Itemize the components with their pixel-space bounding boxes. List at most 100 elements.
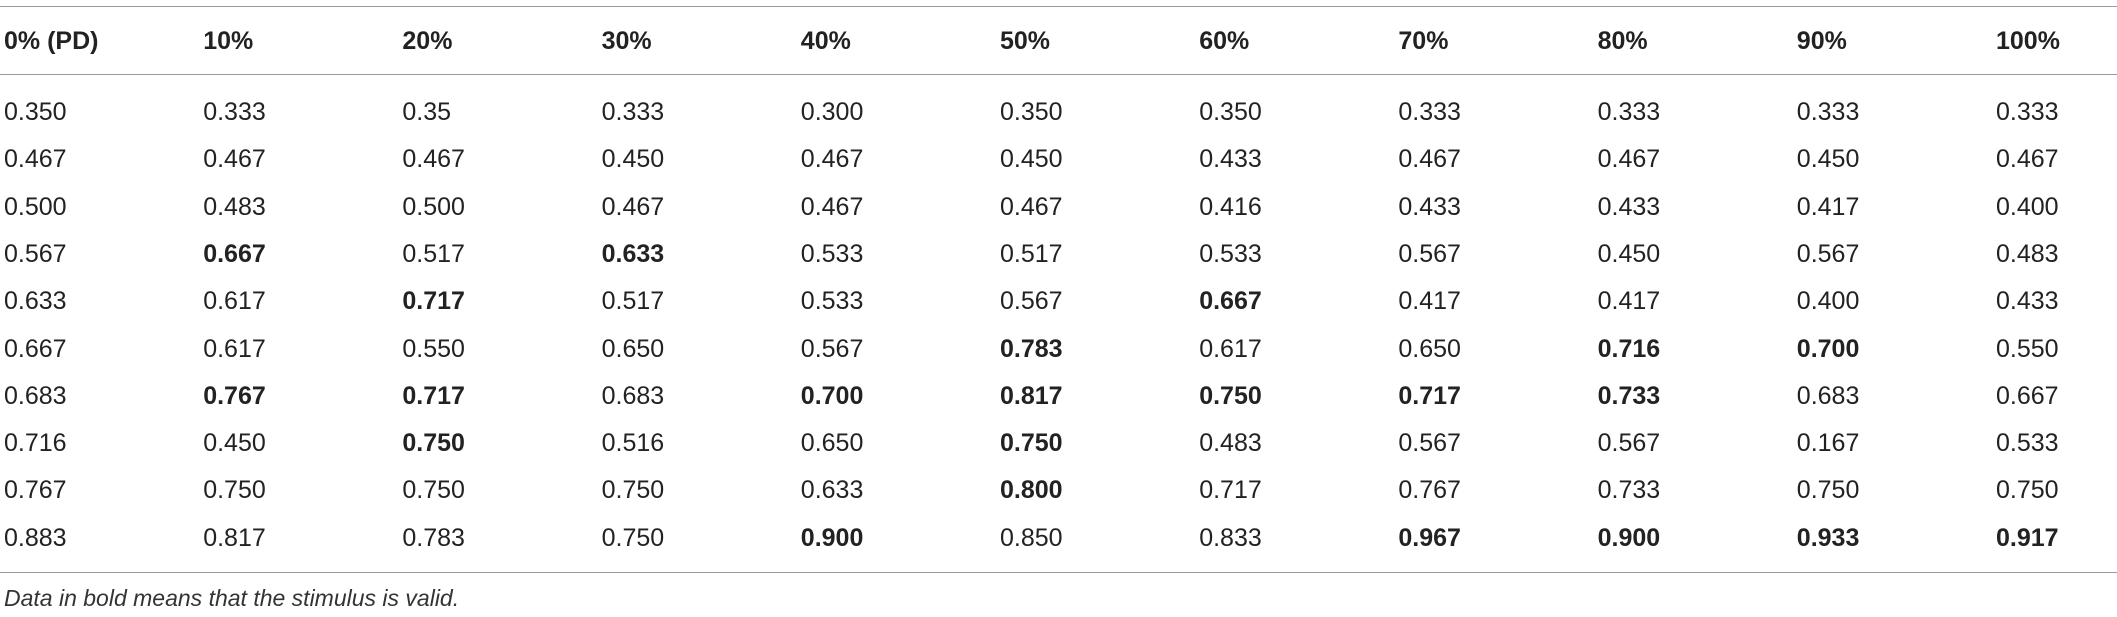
table-cell: 0.750 <box>1996 476 2059 505</box>
table-cell: 0.467 <box>203 145 266 174</box>
table-cell: 0.650 <box>601 334 665 363</box>
table-cell: 0.333 <box>1597 98 1661 126</box>
table-cell: 0.617 <box>203 287 266 316</box>
table-cell: 0.567 <box>1398 429 1461 458</box>
table-cell: 0.733 <box>1597 381 1661 410</box>
table-cell: 0.533 <box>800 239 864 268</box>
table-cell: 0.617 <box>203 334 266 363</box>
table-cell: 0.333 <box>1398 98 1461 126</box>
table-cell: 0.683 <box>1796 381 1860 410</box>
table-cell: 0.550 <box>402 334 465 363</box>
bottom-rule <box>0 572 2117 573</box>
table-cell: 0.483 <box>203 192 266 221</box>
table-cell: 0.417 <box>1398 287 1461 316</box>
table-cell: 0.750 <box>1796 476 1860 505</box>
table-cell: 0.433 <box>1398 192 1461 221</box>
table-cell: 0.400 <box>1796 287 1860 316</box>
table-cell: 0.533 <box>1199 239 1262 268</box>
table-cell: 0.716 <box>1597 334 1661 363</box>
table-cell: 0.450 <box>1000 145 1063 174</box>
table-cell: 0.350 <box>1199 98 1262 126</box>
table-cell: 0.500 <box>402 192 465 221</box>
table-cell: 0.467 <box>800 145 864 174</box>
table-cell: 0.783 <box>1000 334 1063 363</box>
table-cell: 0.467 <box>601 192 665 221</box>
table-cell: 0.483 <box>1996 239 2059 268</box>
table-cell: 0.517 <box>601 287 665 316</box>
table-cell: 0.516 <box>601 429 665 458</box>
header-cell: 50% <box>1000 27 1051 55</box>
header-cell: 40% <box>800 27 851 55</box>
table-cell: 0.617 <box>1199 334 1262 363</box>
table-cell: 0.967 <box>1398 523 1461 552</box>
footnote: Data in bold means that the stimulus is … <box>4 585 460 611</box>
table-cell: 0.733 <box>1597 476 1661 505</box>
table-cell: 0.333 <box>601 98 665 126</box>
table-cell: 0.467 <box>4 145 67 174</box>
table-cell: 0.467 <box>1398 145 1461 174</box>
header-cell: 100% <box>1996 27 2060 55</box>
table-cell: 0.483 <box>1199 429 1262 458</box>
table-cell: 0.650 <box>1398 334 1461 363</box>
table-cell: 0.716 <box>4 429 67 458</box>
table-cell: 0.750 <box>402 429 465 458</box>
table-cell: 0.467 <box>402 145 465 174</box>
table-cell: 0.450 <box>203 429 266 458</box>
table-cell: 0.300 <box>800 98 864 126</box>
table-cell: 0.467 <box>1996 145 2059 174</box>
table-cell: 0.700 <box>800 381 864 410</box>
table-cell: 0.667 <box>4 334 67 363</box>
table-cell: 0.550 <box>1996 334 2059 363</box>
table-cell: 0.633 <box>4 287 67 316</box>
table-cell: 0.767 <box>1398 476 1461 505</box>
table-cell: 0.433 <box>1597 192 1661 221</box>
table-cell: 0.783 <box>402 523 465 552</box>
table-cell: 0.750 <box>1000 429 1063 458</box>
table-cell: 0.333 <box>1996 98 2059 126</box>
table-cell: 0.667 <box>1996 381 2059 410</box>
table-cell: 0.683 <box>4 381 67 410</box>
table-cell: 0.800 <box>1000 476 1063 505</box>
table-cell: 0.467 <box>800 192 864 221</box>
table-cell: 0.433 <box>1996 287 2059 316</box>
table-cell: 0.633 <box>601 239 665 268</box>
header-cell: 60% <box>1199 27 1250 55</box>
header-cell: 20% <box>402 27 453 55</box>
table-cell: 0.567 <box>1000 287 1063 316</box>
table-cell: 0.717 <box>1199 476 1262 505</box>
table-cell: 0.683 <box>601 381 665 410</box>
table-cell: 0.717 <box>402 287 465 316</box>
table-cell: 0.567 <box>1597 429 1661 458</box>
table-cell: 0.817 <box>1000 381 1063 410</box>
table-cell: 0.900 <box>800 523 864 552</box>
table-cell: 0.750 <box>1199 381 1262 410</box>
table-cell: 0.767 <box>4 476 67 505</box>
table-cell: 0.850 <box>1000 523 1063 552</box>
table-cell: 0.567 <box>1398 239 1461 268</box>
table-cell: 0.167 <box>1796 429 1860 458</box>
header-rule <box>0 74 2117 75</box>
table-cell: 0.417 <box>1597 287 1661 316</box>
table-cell: 0.883 <box>4 523 67 552</box>
table-cell: 0.450 <box>1796 145 1860 174</box>
table-cell: 0.433 <box>1199 145 1262 174</box>
table-cell: 0.917 <box>1996 523 2059 552</box>
table-cell: 0.750 <box>402 476 465 505</box>
table-cell: 0.533 <box>1996 429 2059 458</box>
header-cell: 30% <box>601 27 652 55</box>
table-cell: 0.333 <box>203 98 266 126</box>
top-rule <box>0 6 2117 7</box>
header-cell: 10% <box>203 27 254 55</box>
table-cell: 0.900 <box>1597 523 1661 552</box>
header-cell: 80% <box>1597 27 1648 55</box>
table-cell: 0.417 <box>1796 192 1860 221</box>
table-cell: 0.350 <box>4 98 67 126</box>
table-cell: 0.533 <box>800 287 864 316</box>
table-cell: 0.667 <box>203 239 266 268</box>
table-cell: 0.717 <box>1398 381 1461 410</box>
table-cell: 0.350 <box>1000 98 1063 126</box>
table-cell: 0.467 <box>1597 145 1661 174</box>
table-cell: 0.767 <box>203 381 266 410</box>
table-cell: 0.400 <box>1996 192 2059 221</box>
